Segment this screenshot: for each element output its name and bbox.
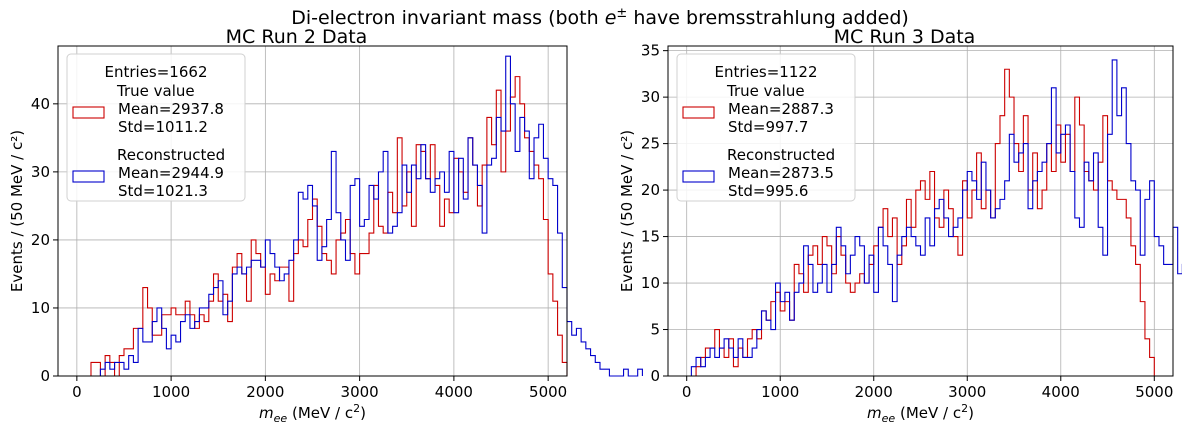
legend-entries-label: Entries=1122 xyxy=(715,63,818,81)
axes-frame xyxy=(667,45,1174,377)
legend-line: Reconstructed xyxy=(117,146,225,164)
legend-swatch-true-value xyxy=(72,106,105,119)
x-tick-label: 5000 xyxy=(1135,383,1173,401)
histogram-reconstructed-series xyxy=(99,55,643,377)
x-tick-label: 0 xyxy=(72,383,82,401)
y-axis-label: Events / (50 MeV / c²) xyxy=(618,130,636,292)
x-tick-label: 3000 xyxy=(341,383,379,401)
legend-swatch-reconstructed xyxy=(72,170,105,183)
legend-line: Std=1011.2 xyxy=(118,118,208,136)
chart-title: MC Run 3 Data xyxy=(834,26,976,48)
y-tick-label: 5 xyxy=(650,321,660,339)
histogram-true-value-series xyxy=(695,68,1155,376)
x-tick-label: 2000 xyxy=(246,383,284,401)
x-tick-label: 5000 xyxy=(529,383,567,401)
legend-line: True value xyxy=(116,82,195,100)
y-axis-label: Events / (50 MeV / c²) xyxy=(8,130,26,292)
y-tick-label: 20 xyxy=(31,231,50,249)
x-tick-label: 1000 xyxy=(761,383,799,401)
x-tick-label: 0 xyxy=(682,383,692,401)
legend-line: Mean=2887.3 xyxy=(728,100,834,118)
legend-line: Mean=2937.8 xyxy=(118,100,224,118)
legend-line: Std=995.6 xyxy=(728,182,808,200)
histogram-reconstructed-series xyxy=(690,59,1182,376)
histogram-true-value-series xyxy=(90,76,568,377)
x-tick-label: 1000 xyxy=(152,383,190,401)
axes-frame xyxy=(57,45,568,377)
y-tick-label: 30 xyxy=(641,88,660,106)
legend-line: Std=997.7 xyxy=(728,118,808,136)
chart-title: MC Run 2 Data xyxy=(226,26,368,48)
legend-box xyxy=(676,53,856,202)
y-tick-label: 10 xyxy=(641,274,660,292)
legend-line: Mean=2944.9 xyxy=(118,164,224,182)
y-tick-label: 0 xyxy=(40,367,50,385)
legend-line: Std=1021.3 xyxy=(118,182,208,200)
chart-panel-run3: 0 1000 2000 3000 4000 5000 0 5 10 15 20 25 30 35 MC Ru… xyxy=(618,26,1182,425)
y-tick-label: 30 xyxy=(31,163,50,181)
x-tick-label: 3000 xyxy=(948,383,986,401)
x-axis-label: mee (MeV / c2) xyxy=(259,402,366,425)
y-tick-label: 20 xyxy=(641,181,660,199)
legend-line: True value xyxy=(726,82,805,100)
x-axis-label: mee (MeV / c2) xyxy=(867,402,974,425)
figure-suptitle: Di-electron invariant mass (both e± have… xyxy=(291,6,909,29)
y-tick-label: 0 xyxy=(650,367,660,385)
legend-swatch-true-value xyxy=(682,106,715,119)
y-tick-label: 10 xyxy=(31,299,50,317)
y-tick-label: 40 xyxy=(31,95,50,113)
legend-line: Reconstructed xyxy=(727,146,835,164)
legend-swatch-reconstructed xyxy=(682,170,715,183)
legend-line: Mean=2873.5 xyxy=(728,164,834,182)
chart-panel-run2: 0 1000 2000 3000 4000 5000 0 10 20 30 40 MC Run 2 D… xyxy=(8,26,643,425)
legend-box xyxy=(66,53,246,202)
y-tick-label: 35 xyxy=(641,42,660,60)
y-tick-label: 25 xyxy=(641,135,660,153)
legend-entries-label: Entries=1662 xyxy=(105,63,208,81)
x-tick-label: 4000 xyxy=(1042,383,1080,401)
y-tick-label: 15 xyxy=(641,228,660,246)
x-tick-label: 4000 xyxy=(435,383,473,401)
x-tick-label: 2000 xyxy=(855,383,893,401)
